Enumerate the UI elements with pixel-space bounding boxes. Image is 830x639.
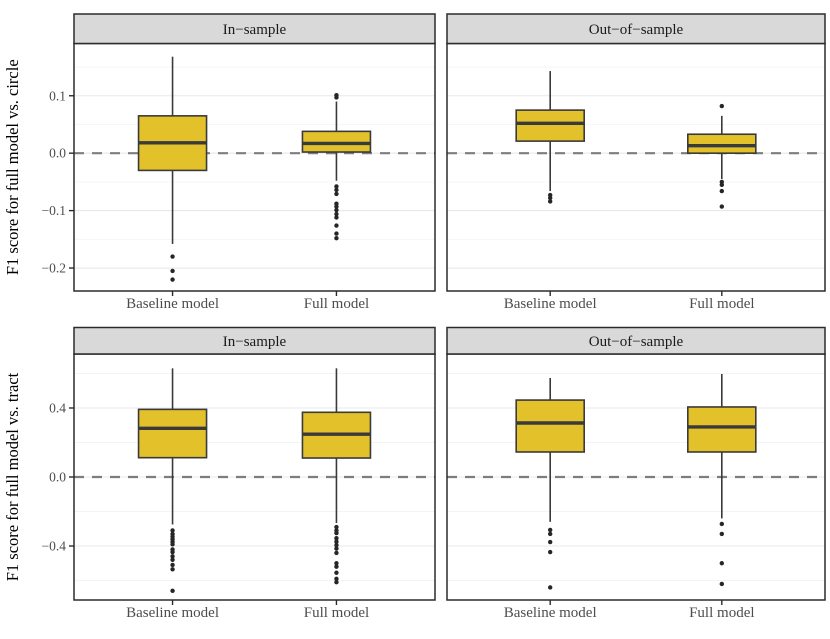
boxplot-baseline-model [137, 368, 208, 594]
category-label: Baseline model [504, 605, 597, 621]
outlier-point [334, 550, 339, 556]
outlier-point [170, 542, 175, 547]
outlier-point [719, 561, 725, 566]
facet-strip-label: Out−of−sample [589, 22, 684, 38]
iqr-box [515, 109, 585, 142]
facet-strip-label: In−sample [223, 334, 287, 350]
category-label: Baseline model [126, 605, 219, 621]
outlier-point [334, 223, 339, 228]
outlier-point [170, 557, 175, 563]
y-tick-label: 0.4 [49, 400, 66, 415]
facet-strip [73, 13, 436, 45]
y-axis-title: F1 score for full model vs. circle [3, 59, 22, 275]
outlier-point [547, 549, 553, 555]
facet-strip-label: In−sample [223, 22, 287, 38]
outlier-point [334, 576, 339, 581]
outlier-point [719, 188, 725, 194]
iqr-box [687, 133, 757, 154]
boxplot-baseline-model [515, 377, 585, 590]
outlier-point [334, 570, 339, 575]
outlier-point [170, 254, 175, 259]
outlier-point [547, 195, 553, 201]
outlier-point [170, 554, 175, 559]
outlier-point [334, 215, 339, 220]
outlier-point [170, 588, 175, 594]
outlier-point [719, 521, 725, 527]
boxplot-full-model [687, 103, 757, 209]
facet-strip [446, 13, 826, 45]
outlier-point [334, 524, 339, 530]
y-axis-title: F1 score for full model vs. tract [3, 372, 22, 581]
outlier-point [719, 531, 725, 537]
outlier-point [547, 527, 553, 533]
outlier-point [170, 528, 175, 533]
outlier-point [334, 184, 339, 189]
outlier-point [170, 268, 175, 274]
y-tick-label: 0.0 [49, 470, 66, 485]
outlier-point [334, 191, 339, 197]
category-label: Full model [689, 296, 754, 312]
outlier-point [334, 561, 339, 566]
facet-strip [446, 326, 826, 355]
category-label: Full model [304, 296, 369, 312]
y-tick-label: −0.2 [42, 261, 67, 276]
outlier-point [334, 530, 339, 536]
outlier-point [719, 204, 725, 209]
outlier-point [547, 585, 553, 590]
outlier-point [170, 562, 175, 568]
facet-panel-out-of-sample: Baseline model Full model Out−of−sample [446, 13, 826, 312]
outlier-point [334, 564, 339, 569]
outlier-point [334, 580, 339, 585]
outlier-point [334, 235, 339, 241]
boxplot-full-model [687, 374, 757, 587]
facet-panel-in-sample: Baseline model Full model In−sample 0.4 0.0 −… [42, 326, 436, 621]
iqr-box [301, 130, 372, 153]
category-label: Baseline model [126, 296, 219, 312]
outlier-point [334, 542, 339, 548]
outlier-point [170, 567, 175, 572]
outlier-point [334, 204, 339, 209]
y-tick-label: −0.1 [42, 203, 67, 218]
outlier-point [334, 536, 339, 541]
panel-row-0: F1 score for full model vs. circle Baseli… [3, 13, 826, 312]
category-label: Full model [304, 605, 369, 621]
facet-panel-out-of-sample: Baseline model Full model Out−of−sample [446, 326, 826, 621]
outlier-point [170, 277, 175, 282]
outlier-point [170, 549, 175, 555]
category-label: Baseline model [504, 296, 597, 312]
outlier-point [719, 182, 725, 187]
outlier-point [547, 199, 553, 204]
outlier-point [334, 211, 339, 217]
outlier-point [547, 539, 553, 545]
y-tick-label: 0.0 [49, 146, 66, 161]
outlier-point [334, 539, 339, 544]
panel-background [447, 43, 825, 291]
category-label: Full model [689, 605, 754, 621]
boxplot-baseline-model [137, 56, 208, 282]
panel-background [74, 43, 435, 291]
iqr-box [137, 408, 208, 459]
y-tick-label: −0.4 [42, 539, 67, 554]
boxplot-baseline-model [515, 71, 585, 204]
outlier-point [719, 581, 725, 587]
boxplot-full-model [301, 92, 372, 241]
outlier-point [334, 92, 339, 98]
boxplot-full-model [301, 368, 372, 585]
outlier-point [719, 103, 725, 109]
outlier-point [334, 207, 339, 213]
facet-strip [73, 326, 436, 355]
outlier-point [334, 546, 339, 551]
outlier-point [334, 187, 339, 193]
panel-row-1: F1 score for full model vs. tract Baselin… [3, 326, 826, 621]
outlier-point [547, 531, 553, 537]
facet-strip-label: Out−of−sample [589, 334, 684, 350]
y-tick-label: 0.1 [49, 88, 66, 103]
iqr-box [687, 406, 757, 453]
iqr-box [515, 399, 585, 453]
facet-panel-in-sample: Baseline model Full model In−sample 0.1 0.0 −… [42, 13, 436, 312]
outlier-point [334, 231, 339, 236]
